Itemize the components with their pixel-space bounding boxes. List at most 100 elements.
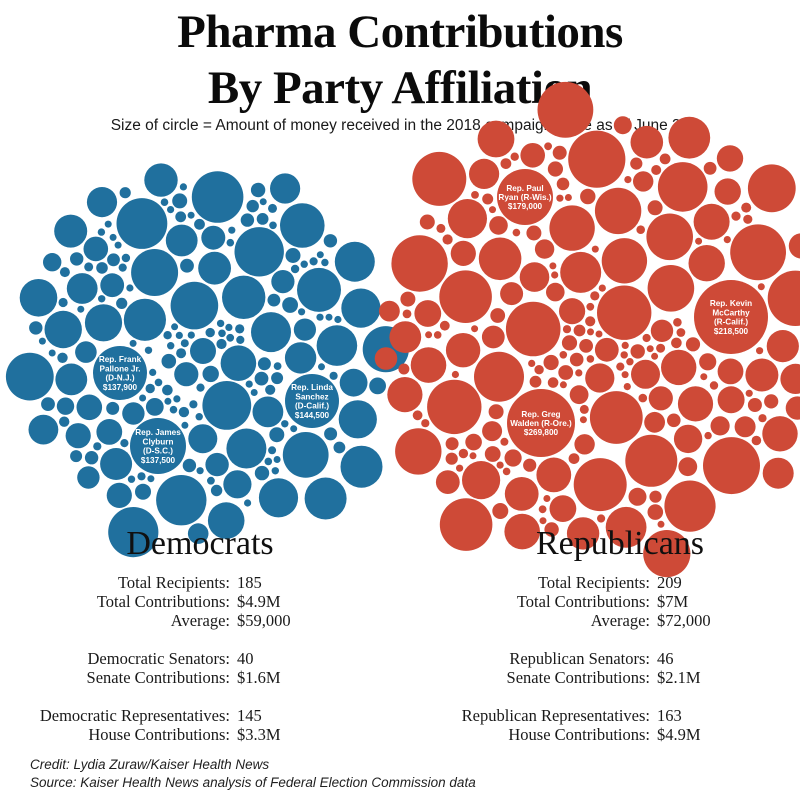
bubble: [504, 477, 539, 511]
bubble: [83, 236, 109, 262]
bubble: [290, 425, 298, 433]
bubble: [341, 288, 381, 328]
stat-row: Democratic Representatives: 145: [5, 706, 355, 725]
bubble: [528, 359, 536, 367]
bubble: [400, 291, 416, 307]
bubble: [169, 405, 178, 414]
stats-group: Democratic Representatives: 145 House Cont…: [5, 706, 355, 744]
bubble: [57, 352, 68, 363]
stat-label: Senate Contributions:: [506, 668, 650, 687]
bubble: [264, 457, 273, 466]
bubble: [552, 145, 567, 160]
bubble: [589, 391, 643, 444]
bubble: [167, 342, 175, 350]
bubble: [685, 337, 701, 352]
bubble: [245, 380, 253, 388]
bubble: [246, 199, 259, 213]
bubble: [425, 331, 433, 339]
bubble: [505, 301, 561, 357]
bubble: [258, 478, 299, 518]
bubble: [526, 225, 542, 241]
bubble: [561, 335, 578, 351]
bubble: [625, 434, 678, 487]
bubble: [717, 386, 745, 414]
bubble: [268, 446, 277, 455]
stats-group: Republican Representatives: 163 House Cont…: [425, 706, 775, 744]
bubble: [271, 270, 295, 294]
stat-value: $2.1M: [657, 668, 701, 687]
bubble: [579, 339, 593, 353]
stat-label: Total Recipients:: [117, 573, 230, 592]
bubble: [688, 245, 725, 282]
bubble: [100, 448, 133, 480]
bubble: [256, 213, 269, 225]
source-line: Source: Kaiser Health News analysis of F…: [30, 774, 476, 790]
bubble: [595, 330, 603, 338]
bubble: [316, 313, 324, 321]
bubble: [624, 176, 632, 184]
stat-value: $72,000: [657, 611, 711, 630]
bubble: [650, 319, 674, 342]
bubble: [647, 504, 664, 520]
bubble: [205, 452, 229, 477]
stat-row: House Contributions: $4.9M: [425, 725, 775, 744]
bubble: [167, 206, 175, 214]
labeled-bubble: [497, 169, 553, 225]
bubble: [300, 260, 308, 268]
bubble: [436, 223, 446, 233]
bubble: [70, 252, 84, 266]
bubble: [195, 413, 203, 421]
bubble: [379, 300, 400, 322]
bubble: [179, 183, 187, 191]
bubble: [435, 470, 460, 494]
bubble: [551, 271, 559, 279]
stat-label: House Contributions:: [88, 725, 230, 744]
bubble: [585, 363, 615, 393]
bubble: [549, 495, 577, 522]
bubble: [165, 224, 198, 257]
bubble: [490, 308, 506, 323]
bubble: [569, 385, 589, 405]
democrats-heading: Democrats: [126, 525, 274, 562]
bubble: [267, 293, 281, 307]
bubble: [695, 237, 703, 245]
bubble: [175, 211, 187, 223]
bubble: [562, 325, 572, 334]
bubble: [489, 206, 496, 214]
bubble: [488, 404, 504, 420]
bubble: [445, 437, 459, 451]
bubble: [626, 358, 634, 366]
bubble: [271, 467, 279, 475]
bubble: [70, 450, 83, 463]
bubble: [482, 421, 503, 442]
bubble-label: Rep. Frank Pallone Jr. (D-N.J.) $137,900: [99, 355, 142, 392]
stat-label: Total Contributions:: [96, 592, 230, 611]
bubble: [529, 375, 542, 388]
bubble: [96, 419, 123, 445]
bubble: [236, 335, 245, 344]
bubble: [270, 173, 301, 204]
bubble: [216, 319, 225, 328]
bubble: [471, 191, 479, 199]
bubble: [646, 213, 693, 261]
cluster-democrats: Rep. Frank Pallone Jr. (D-N.J.) $137,900 Rep…: [5, 163, 409, 558]
footer: Credit: Lydia Zuraw/Kaiser Health News S…: [30, 756, 476, 791]
bubble: [318, 363, 325, 371]
bubble: [154, 378, 163, 387]
bubble: [559, 298, 586, 325]
bubble: [647, 200, 663, 216]
bubble: [265, 384, 276, 395]
bubble: [182, 458, 197, 473]
credit-line: Credit: Lydia Zuraw/Kaiser Health News: [30, 757, 270, 772]
bubble: [478, 237, 522, 281]
bubble: [225, 323, 233, 331]
bubble: [98, 295, 106, 303]
bubble: [147, 475, 155, 483]
stat-row: Total Recipients: 209: [425, 573, 775, 592]
bubble: [419, 214, 435, 230]
bubble: [471, 325, 479, 333]
bubble: [164, 397, 172, 405]
stat-value: 40: [237, 649, 254, 668]
bubble: [297, 267, 341, 312]
stat-label: Total Contributions:: [516, 592, 650, 611]
